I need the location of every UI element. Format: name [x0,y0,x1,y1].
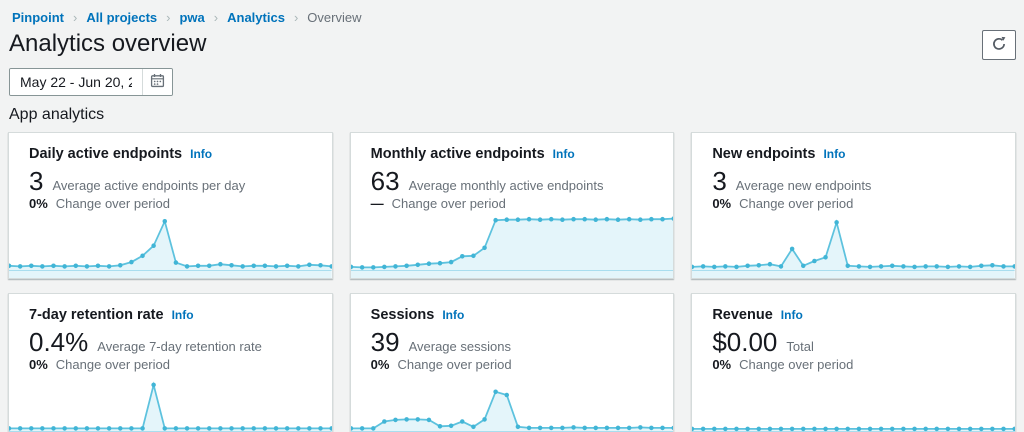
refresh-button[interactable] [982,30,1016,60]
card-title: Sessions [370,307,435,323]
calendar-button[interactable] [142,69,172,95]
breadcrumb-separator: › [73,9,78,25]
card-title: Revenue [712,307,773,323]
change-label: Change over period [739,196,854,211]
metric-label: Average active endpoints per day [52,178,246,193]
change-label: Change over period [397,357,512,372]
info-link[interactable]: Info [552,147,575,161]
date-range-row [9,68,1024,96]
refresh-icon [991,36,1007,55]
breadcrumb-item-all-projects[interactable]: All projects [86,9,158,25]
card-title: Monthly active endpoints [370,146,545,162]
date-range-control [9,68,173,96]
breadcrumb-item-overview: Overview [307,9,362,25]
page-header: Analytics overview [0,26,1024,60]
info-link[interactable]: Info [442,308,465,322]
change-value: 0% [712,196,732,211]
sparkline-chart [9,212,332,278]
change-value: — [370,196,384,211]
info-link[interactable]: Info [823,147,846,161]
metric-value: $0.00 [712,327,778,357]
date-range-input[interactable] [10,69,142,95]
info-link[interactable]: Info [780,308,803,322]
change-value: 0% [29,196,48,211]
sparkline-chart [350,373,674,432]
change-label: Change over period [55,357,170,372]
sparkline-chart [350,212,674,278]
metric-label: Average 7-day retention rate [97,339,262,354]
info-link[interactable]: Info [171,308,194,322]
card-daily-active-endpoints: Daily active endpoints Info 3 Average ac… [8,132,333,279]
metric-value: 3 [29,166,44,196]
card-sessions: Sessions Info 39 Average sessions 0% Cha… [349,293,675,432]
breadcrumb-separator: › [213,9,219,25]
breadcrumb-item-pwa[interactable]: pwa [179,9,205,25]
metric-value: 3 [712,166,727,196]
breadcrumb-separator: › [293,9,299,25]
metric-value: 0.4% [29,327,89,357]
card-7-day-retention-rate: 7-day retention rate Info 0.4% Average 7… [8,293,333,432]
info-link[interactable]: Info [190,147,213,161]
card-monthly-active-endpoints: Monthly active endpoints Info 63 Average… [349,132,675,279]
metric-value: 63 [370,166,400,196]
change-value: 0% [370,357,390,372]
metric-label: Average new endpoints [735,178,872,193]
change-label: Change over period [739,357,854,372]
breadcrumb-item-analytics[interactable]: Analytics [227,9,285,25]
breadcrumb-separator: › [166,9,171,25]
breadcrumb-item-pinpoint[interactable]: Pinpoint [12,9,64,25]
card-title: Daily active endpoints [29,146,183,162]
change-value: 0% [29,357,48,372]
sparkline-chart [692,373,1015,432]
analytics-cards-grid: Daily active endpoints Info 3 Average ac… [8,132,1016,432]
change-value: 0% [712,357,732,372]
card-new-endpoints: New endpoints Info 3 Average new endpoin… [691,132,1016,279]
metric-label: Average monthly active endpoints [408,178,604,193]
change-label: Change over period [391,196,506,211]
breadcrumb: Pinpoint › All projects › pwa › Analytic… [0,0,1024,26]
card-title: New endpoints [712,146,816,162]
metric-label: Average sessions [408,339,511,354]
metric-value: 39 [370,327,400,357]
card-revenue: Revenue Info $0.00 Total 0% Change over … [691,293,1016,432]
page-title: Analytics overview [9,30,207,57]
calendar-icon [150,73,165,91]
sparkline-chart [9,373,332,432]
change-label: Change over period [55,196,170,211]
card-title: 7-day retention rate [29,307,164,323]
section-title-app-analytics: App analytics [9,106,105,123]
sparkline-chart [692,212,1015,278]
metric-label: Total [786,339,814,354]
